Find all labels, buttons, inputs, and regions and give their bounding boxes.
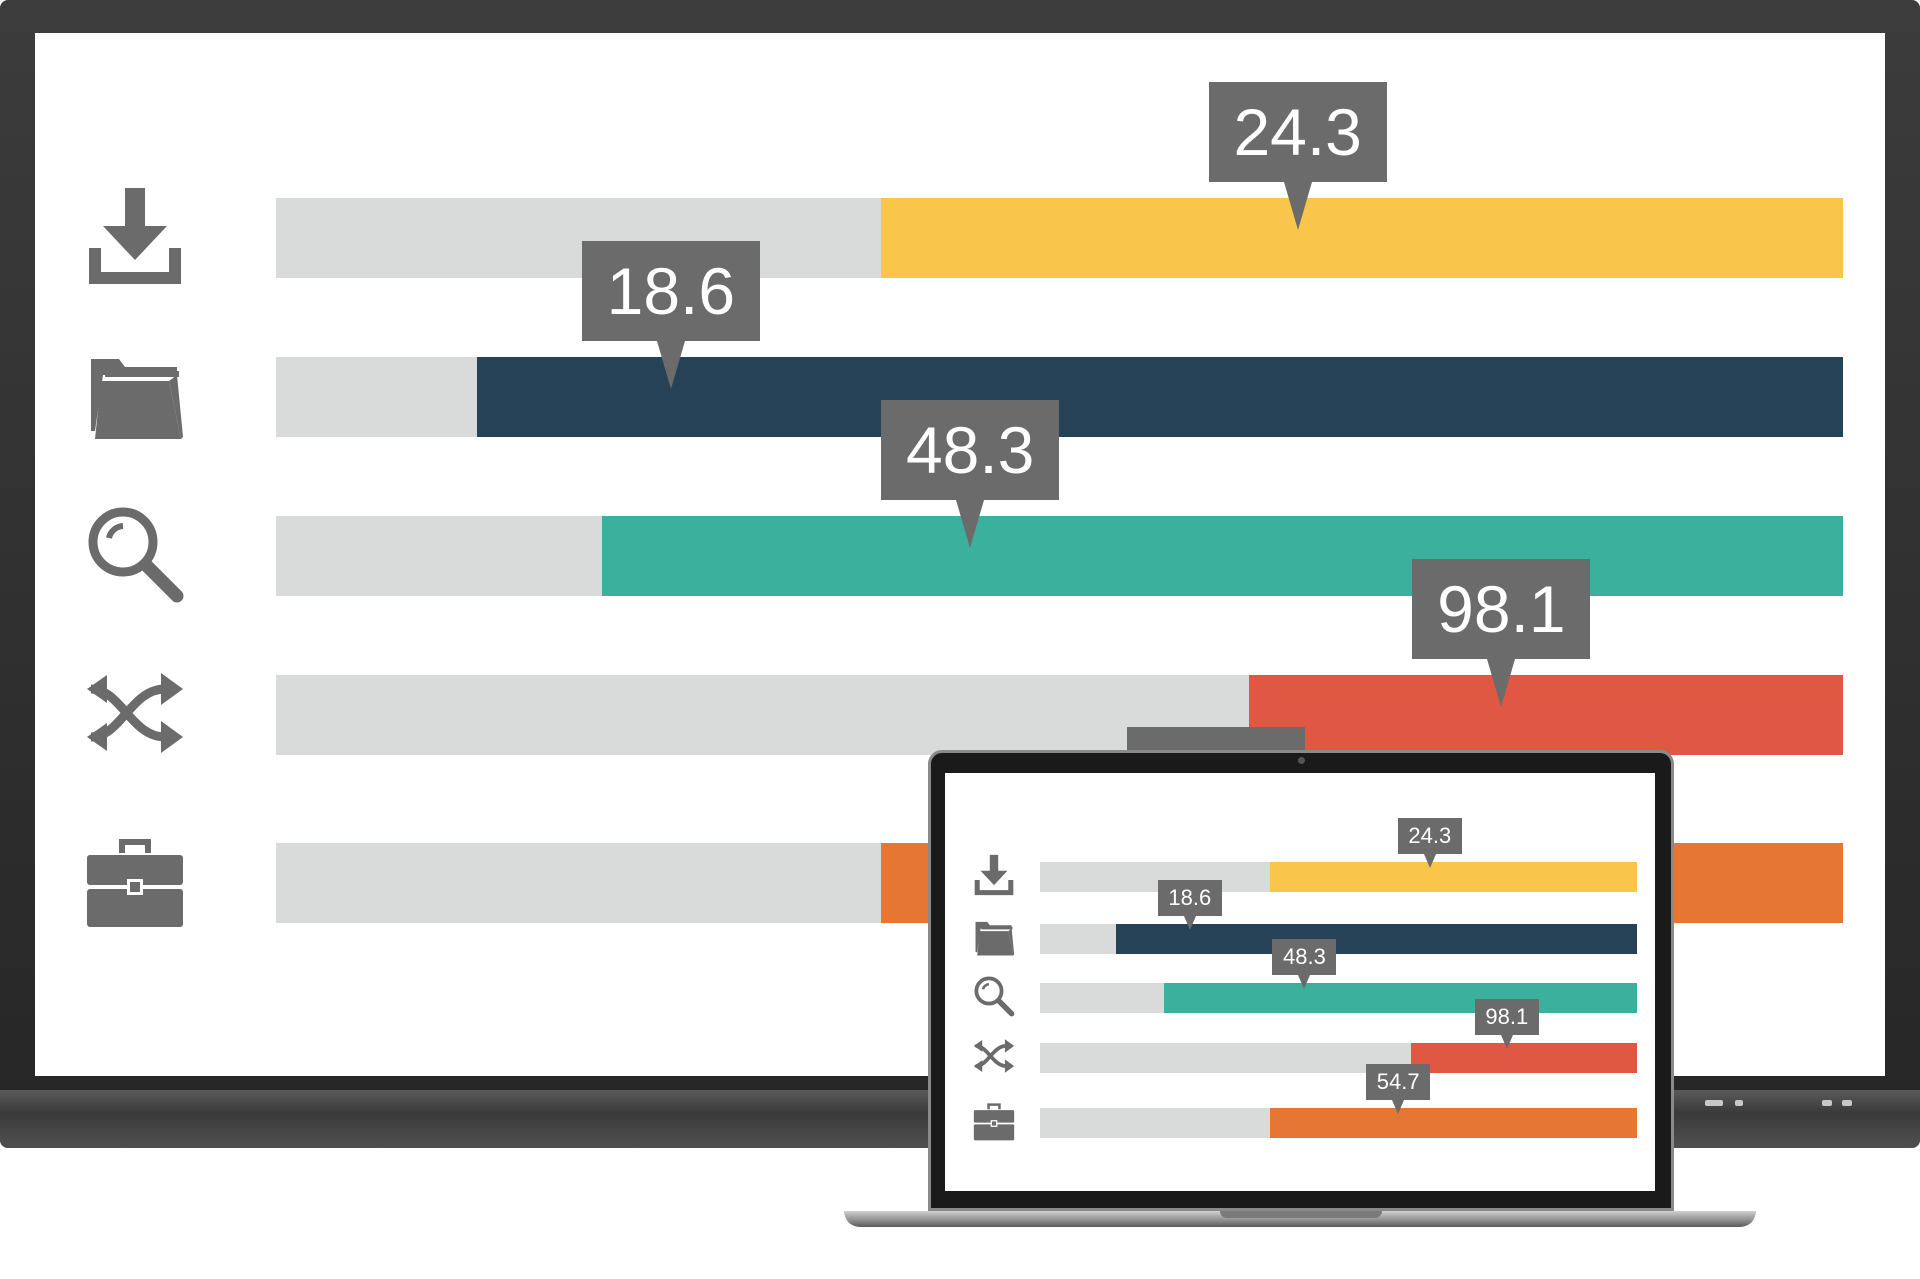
search-icon	[973, 975, 1015, 1017]
tv-bar-fill	[1249, 675, 1843, 755]
tv-bar-fill	[601, 516, 1843, 596]
tv-bar-track	[276, 675, 1843, 755]
laptop-bar-fill	[1270, 862, 1637, 892]
briefcase-icon	[85, 827, 185, 935]
laptop-value-text: 18.6	[1168, 885, 1212, 910]
shuffle-icon	[85, 659, 185, 767]
laptop-value-text: 98.1	[1485, 1004, 1529, 1029]
laptop-value-label: 24.3	[1397, 818, 1462, 868]
laptop-hinge-notch	[1220, 1211, 1382, 1218]
laptop-screen: 24.3 18.6 48.3 98.1 54.7	[945, 773, 1655, 1191]
laptop-bar-fill	[1270, 1108, 1637, 1138]
folder-icon	[85, 341, 185, 449]
laptop-value-text: 24.3	[1408, 823, 1452, 848]
usb-port	[1842, 1100, 1852, 1106]
download-icon	[85, 182, 185, 290]
large-display: 24.3 18.6 48.3 98.1 54.7	[0, 0, 1920, 1148]
port-indicator	[1735, 1100, 1743, 1106]
laptop-bar-track	[1040, 1043, 1637, 1073]
download-icon	[973, 854, 1015, 896]
laptop: 24.3 18.6 48.3 98.1 54.7	[928, 750, 1674, 1211]
laptop-value-text: 54.7	[1376, 1069, 1420, 1094]
tv-value-label: 18.6	[581, 241, 760, 389]
laptop-bar-track	[1040, 924, 1637, 954]
tv-value-text: 98.1	[1437, 572, 1566, 646]
usb-port	[1822, 1100, 1832, 1106]
port-indicator	[1705, 1100, 1723, 1106]
tv-value-label: 98.1	[1412, 559, 1591, 707]
tv-value-text: 18.6	[606, 254, 736, 328]
laptop-bar-track	[1040, 983, 1637, 1013]
tv-value-text: 48.3	[905, 413, 1035, 487]
laptop-value-label: 98.1	[1474, 999, 1539, 1049]
tv-bar-fill	[476, 357, 1843, 437]
laptop-value-label: 18.6	[1157, 880, 1222, 930]
laptop-camera	[1298, 757, 1305, 764]
folder-icon	[973, 916, 1015, 958]
laptop-bar-fill	[1116, 924, 1637, 954]
tv-value-label: 24.3	[1208, 82, 1387, 230]
laptop-value-label: 54.7	[1366, 1064, 1431, 1114]
search-icon	[85, 500, 185, 608]
laptop-bar-fill	[1164, 983, 1637, 1013]
laptop-base	[844, 1211, 1756, 1227]
laptop-bar-fill	[1410, 1043, 1637, 1073]
laptop-value-text: 48.3	[1283, 944, 1326, 969]
tv-bar-track	[276, 357, 1843, 437]
large-display-screen: 24.318.648.398.154.7	[35, 33, 1885, 1076]
laptop-bar-track	[1040, 862, 1637, 892]
tv-value-text: 24.3	[1233, 95, 1362, 169]
shuffle-icon	[973, 1035, 1015, 1077]
tv-value-label: 48.3	[881, 400, 1060, 548]
laptop-value-label: 48.3	[1272, 939, 1337, 989]
laptop-bar-track	[1040, 1108, 1637, 1138]
tv-bar-track	[276, 198, 1843, 278]
tv-bar-fill	[880, 198, 1843, 278]
tv-bar-track	[276, 516, 1843, 596]
briefcase-icon	[973, 1100, 1015, 1142]
